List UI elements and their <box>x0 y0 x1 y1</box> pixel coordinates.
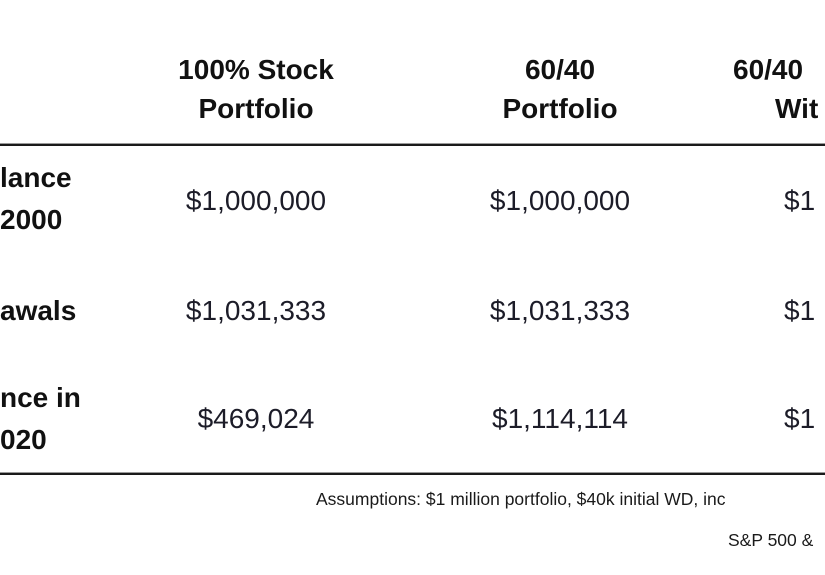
table-cell: $1,031,333 <box>185 295 327 326</box>
row-label-line2: 2000 <box>0 204 63 235</box>
source-note: S&P 500 & <box>728 530 814 550</box>
column-header-60-40-with: 60/40 Wit <box>733 50 818 128</box>
row-label-line1: lance <box>0 162 72 193</box>
row-label-line1: awals <box>0 295 77 326</box>
column-header-100-stock: 100% Stock Portfolio <box>146 50 366 128</box>
table-cell: $1 <box>784 403 816 434</box>
column-header-line2: Portfolio <box>502 93 618 124</box>
table-bottom-rule <box>0 473 825 475</box>
column-header-line2: Wit <box>775 93 819 124</box>
row-label-withdrawals: awals <box>0 290 76 332</box>
table-top-rule <box>0 144 825 146</box>
table-cell: $1,000,000 <box>185 185 327 216</box>
row-label-ending-balance: nce in 020 <box>0 377 81 461</box>
column-header-60-40: 60/40 Portfolio <box>450 50 670 128</box>
table-cell: $1,000,000 <box>489 185 631 216</box>
column-header-line2: Portfolio <box>198 93 314 124</box>
column-header-line1: 100% Stock <box>178 54 334 85</box>
table-cell: $1,031,333 <box>489 295 631 326</box>
assumptions-note: Assumptions: $1 million portfolio, $40k … <box>316 489 726 509</box>
table-cell: $1 <box>784 295 816 326</box>
row-label-line1: nce in <box>0 382 81 413</box>
table-cell: $1,114,114 <box>492 403 628 434</box>
row-label-starting-balance: lance 2000 <box>0 157 72 241</box>
column-header-line1: 60/40 <box>524 54 596 85</box>
row-label-line2: 020 <box>0 424 47 455</box>
table-cell: $1 <box>784 185 816 216</box>
table-cell: $469,024 <box>197 403 315 434</box>
column-header-line1: 60/40 <box>733 54 804 85</box>
